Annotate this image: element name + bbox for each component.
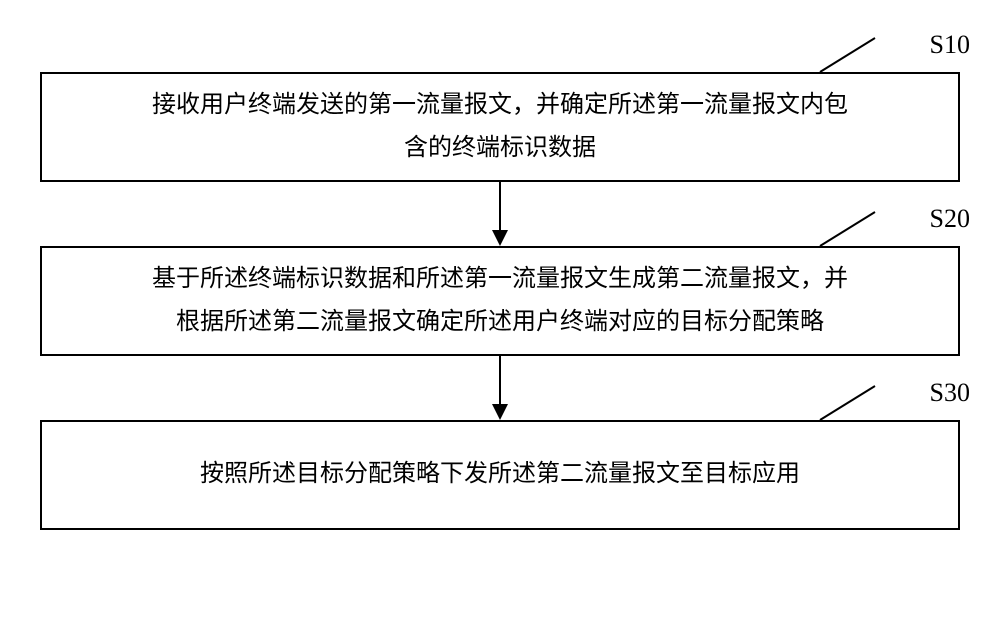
flowchart-container: S10 接收用户终端发送的第一流量报文，并确定所述第一流量报文内包 含的终端标识… [40, 30, 960, 530]
step-label-s20: S20 [930, 204, 970, 234]
step-box-s20: 基于所述终端标识数据和所述第一流量报文生成第二流量报文，并 根据所述第二流量报文… [40, 246, 960, 356]
step-text-s10: 接收用户终端发送的第一流量报文，并确定所述第一流量报文内包 含的终端标识数据 [152, 84, 848, 170]
leader-line-s30 [820, 380, 900, 420]
step-s30-wrap: S30 按照所述目标分配策略下发所述第二流量报文至目标应用 [40, 420, 960, 530]
step-s10-wrap: S10 接收用户终端发送的第一流量报文，并确定所述第一流量报文内包 含的终端标识… [40, 72, 960, 182]
step-label-s10: S10 [930, 30, 970, 60]
leader-line-s20 [820, 206, 900, 246]
step-box-s30: 按照所述目标分配策略下发所述第二流量报文至目标应用 [40, 420, 960, 530]
step-text-s30: 按照所述目标分配策略下发所述第二流量报文至目标应用 [200, 453, 800, 496]
leader-line-s10 [820, 32, 900, 72]
step-text-s20: 基于所述终端标识数据和所述第一流量报文生成第二流量报文，并 根据所述第二流量报文… [152, 258, 848, 344]
step-label-s30: S30 [930, 378, 970, 408]
step-box-s10: 接收用户终端发送的第一流量报文，并确定所述第一流量报文内包 含的终端标识数据 [40, 72, 960, 182]
step-s20-wrap: S20 基于所述终端标识数据和所述第一流量报文生成第二流量报文，并 根据所述第二… [40, 246, 960, 356]
